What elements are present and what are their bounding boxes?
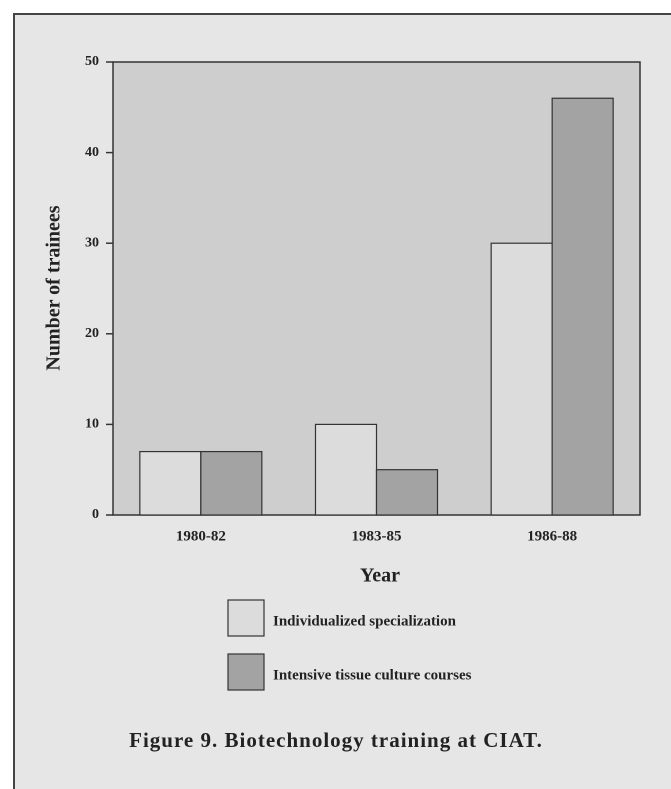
- bar: [200, 450, 263, 516]
- bar: [139, 450, 202, 516]
- bar: [551, 97, 614, 516]
- legend-label: Intensive tissue culture courses: [273, 667, 472, 683]
- x-tick-label: 1986-88: [527, 528, 577, 544]
- bar: [314, 423, 378, 516]
- chart-title: Figure 9. Biotechnology training at CIAT…: [129, 728, 543, 752]
- x-tick-label: 1983-85: [352, 528, 402, 544]
- legend-swatch: [227, 653, 265, 691]
- y-tick-label: 30: [85, 235, 99, 250]
- y-tick-label: 50: [85, 54, 99, 69]
- x-axis-label: Year: [360, 565, 400, 587]
- legend-swatch: [227, 599, 265, 637]
- bar: [490, 242, 553, 516]
- y-tick-label: 40: [85, 145, 99, 160]
- y-tick-label: 10: [85, 417, 99, 432]
- y-axis-label: Number of trainees: [43, 205, 65, 370]
- x-tick-label: 1980-82: [176, 528, 226, 544]
- legend-label: Individualized specialization: [273, 613, 457, 629]
- bar: [375, 469, 439, 516]
- y-tick-label: 0: [92, 507, 99, 522]
- y-tick-label: 20: [85, 326, 99, 341]
